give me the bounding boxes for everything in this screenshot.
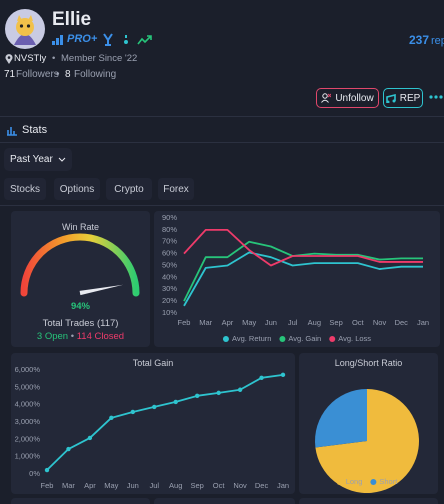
following-count: 8	[65, 69, 71, 80]
divider	[0, 116, 444, 117]
more-button[interactable]	[428, 93, 444, 101]
rep-icon	[385, 93, 396, 103]
averages-panel	[154, 211, 440, 347]
unfollow-button[interactable]: Unfollow	[316, 88, 379, 108]
pro-badge: PRO+	[67, 33, 98, 45]
panel-title: Long/Short Ratio	[334, 358, 403, 368]
user-name: Ellie	[52, 9, 92, 30]
rep-label: REP	[399, 92, 421, 104]
rep-label: rep	[431, 35, 444, 47]
unfollow-icon	[321, 93, 332, 103]
period-label: Past Year	[10, 154, 53, 165]
separator: •	[52, 53, 56, 64]
total-gain-panel: Total Gain	[11, 353, 295, 494]
divider	[0, 142, 444, 143]
total-trades: Total Trades (117)	[42, 318, 119, 329]
panel	[299, 498, 438, 504]
member-since: Member Since '22	[61, 53, 138, 64]
tab[interactable]: Crypto	[106, 178, 152, 200]
followers-count: 71	[4, 69, 16, 80]
following-label: Following	[74, 69, 117, 80]
win-rate-panel: Win Rate 94% Total Trades (117) 3 Open •…	[11, 211, 150, 347]
period-dropdown[interactable]: Past Year	[4, 148, 72, 171]
rep-count: 237	[409, 33, 430, 47]
tab[interactable]: Stocks	[4, 178, 46, 200]
badge-icons	[103, 33, 152, 46]
tab[interactable]: Forex	[158, 178, 194, 200]
separator: •	[56, 69, 60, 80]
stats-title: Stats	[22, 124, 48, 136]
closed-count: 114 Closed	[76, 331, 125, 342]
trade-status: 3 Open • 114 Closed	[11, 331, 150, 342]
ratio-panel: Long/Short Ratio	[299, 353, 438, 494]
location-icon	[5, 54, 13, 64]
open-count: 3 Open	[36, 331, 69, 342]
avatar	[5, 9, 45, 49]
panel-title: Win Rate	[61, 222, 99, 232]
stats-icon	[7, 127, 17, 136]
tab[interactable]: Options	[54, 178, 100, 200]
rep-button[interactable]: REP	[383, 88, 423, 108]
panel-title: Total Gain	[132, 358, 174, 368]
panel	[11, 498, 150, 504]
separator: •	[70, 331, 75, 342]
pro-icon	[52, 35, 63, 45]
panel	[154, 498, 295, 504]
divider	[0, 205, 444, 206]
win-rate-value: 94%	[70, 301, 90, 312]
followers-label: Followers	[16, 69, 59, 80]
unfollow-label: Unfollow	[335, 92, 374, 104]
chevron	[58, 157, 66, 162]
location: NVSTly	[14, 53, 47, 64]
